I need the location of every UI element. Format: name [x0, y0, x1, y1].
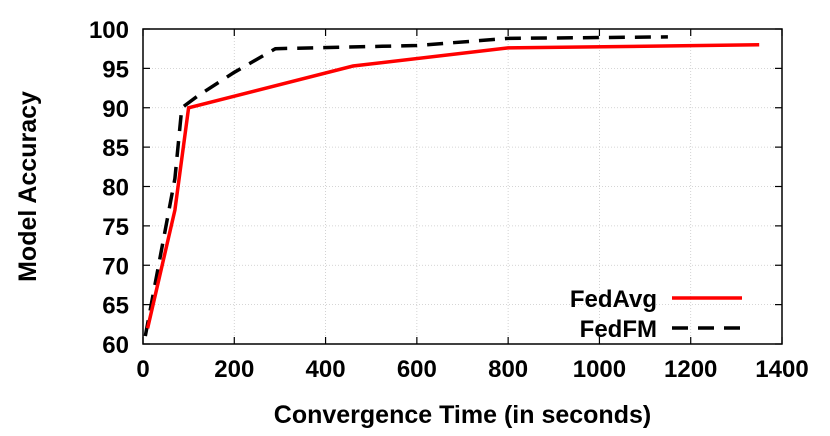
- x-tick-label: 1200: [664, 356, 717, 383]
- series: [143, 35, 760, 337]
- y-tick-label: 95: [102, 56, 129, 83]
- y-tick-label: 75: [102, 214, 129, 241]
- x-tick-label: 800: [488, 356, 528, 383]
- series-line-fedavg: [145, 43, 760, 329]
- series-line-fedfm: [143, 35, 668, 337]
- y-tick-label: 60: [102, 332, 129, 359]
- x-tick-label: 1400: [755, 356, 808, 383]
- y-axis-title: Model Accuracy: [14, 91, 42, 282]
- x-tick-label: 600: [397, 356, 437, 383]
- y-tick-label: 65: [102, 293, 129, 320]
- x-axis-title: Convergence Time (in seconds): [274, 401, 651, 429]
- y-tick-label: 80: [102, 175, 129, 202]
- y-tick-label: 85: [102, 135, 129, 162]
- y-tick-label: 100: [89, 17, 129, 44]
- x-tick-label: 1000: [573, 356, 626, 383]
- x-tick-label: 0: [136, 356, 149, 383]
- legend-label-fedfm: FedFM: [580, 316, 657, 343]
- y-tick-label: 90: [102, 96, 129, 123]
- y-tick-label: 70: [102, 253, 129, 280]
- x-tick-label: 200: [214, 356, 254, 383]
- legend-label-fedavg: FedAvg: [570, 286, 657, 313]
- x-tick-label: 400: [306, 356, 346, 383]
- axis-ticks: 0 200 400 600 800 1000 1200 1400 60 65 70 75 80 85 90 9…: [89, 17, 809, 383]
- legend: FedAvg FedFM: [570, 286, 742, 343]
